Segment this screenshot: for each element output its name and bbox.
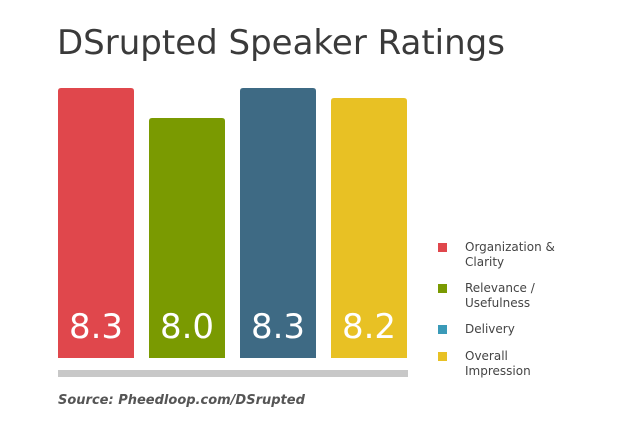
value-label: 8.2 xyxy=(342,307,396,347)
chart-title: DSrupted Speaker Ratings xyxy=(57,23,505,63)
baseline xyxy=(58,370,408,377)
bar xyxy=(149,118,225,358)
legend-swatch xyxy=(438,243,447,252)
legend-label: Overall Impression xyxy=(465,349,531,378)
legend-label: Delivery xyxy=(465,322,515,336)
bar xyxy=(240,88,316,358)
legend-swatch xyxy=(438,352,447,361)
source: Source: Pheedloop.com/DSrupted xyxy=(58,393,306,408)
legend-label: Relevance / Usefulness xyxy=(465,281,535,310)
value-label: 8.3 xyxy=(69,307,123,347)
legend-swatch xyxy=(438,284,447,293)
value-label: 8.3 xyxy=(251,307,305,347)
legend-swatch xyxy=(438,325,447,334)
bar xyxy=(58,88,134,358)
value-label: 8.0 xyxy=(160,307,214,347)
bar xyxy=(331,98,407,358)
legend-label: Organization & Clarity xyxy=(465,240,555,269)
